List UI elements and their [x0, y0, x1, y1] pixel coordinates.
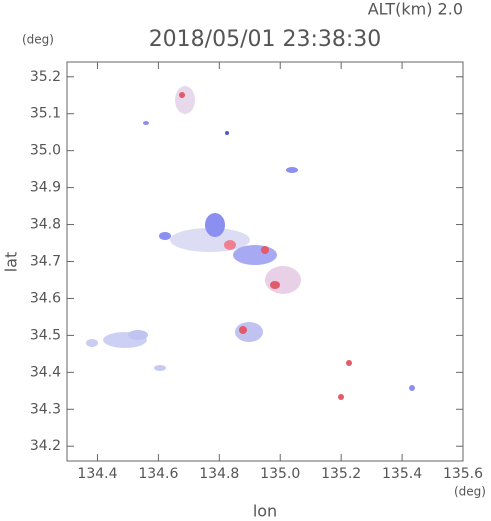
echo-cell — [235, 322, 263, 342]
y-tick-label: 34.7 — [30, 254, 61, 270]
echo-cell — [159, 232, 171, 240]
y-tick-label: 35.0 — [30, 143, 61, 159]
x-tick-label: 134.8 — [199, 466, 239, 482]
echo-cell — [143, 121, 149, 125]
echo-cell — [338, 394, 344, 400]
y-tick-label: 34.5 — [30, 327, 61, 343]
y-tick-label: 34.9 — [30, 180, 61, 196]
echo-cell — [225, 131, 229, 135]
echo-cell — [346, 360, 352, 366]
x-tick-label: 135.6 — [443, 466, 483, 482]
y-tick-label: 34.3 — [30, 401, 61, 417]
echo-cell — [233, 245, 277, 265]
echo-cells — [86, 86, 415, 400]
echo-cell — [205, 213, 225, 237]
altitude-label: ALT(km) 2.0 — [368, 0, 463, 19]
x-unit: (deg) — [454, 485, 486, 499]
y-tick-label: 35.2 — [30, 69, 61, 85]
echo-cell — [261, 246, 269, 254]
chart-title: 2018/05/01 23:38:30 — [149, 27, 382, 52]
y-tick-label: 34.6 — [30, 290, 61, 306]
x-tick-label: 134.4 — [77, 466, 117, 482]
x-axis-label: lon — [253, 502, 277, 521]
echo-cell — [179, 92, 185, 98]
x-tick-label: 134.6 — [138, 466, 178, 482]
echo-cell — [86, 339, 98, 347]
echo-cell — [175, 86, 195, 114]
y-axis-label: lat — [2, 252, 21, 273]
echo-cell — [239, 326, 247, 334]
echo-cell — [128, 330, 148, 340]
echo-cell — [270, 281, 280, 289]
x-tick-label: 135.2 — [321, 466, 361, 482]
echo-cell — [224, 240, 236, 250]
y-tick-label: 34.4 — [30, 364, 61, 380]
x-tick-label: 135.0 — [260, 466, 300, 482]
echo-cell — [265, 266, 301, 294]
y-tick-label: 34.8 — [30, 217, 61, 233]
x-tick-label: 135.4 — [382, 466, 422, 482]
echo-cell — [409, 385, 415, 391]
y-tick-label: 34.2 — [30, 438, 61, 454]
echo-cell — [286, 167, 298, 173]
y-unit: (deg) — [22, 33, 54, 47]
echo-cell — [154, 365, 166, 371]
y-tick-label: 35.1 — [30, 106, 61, 122]
